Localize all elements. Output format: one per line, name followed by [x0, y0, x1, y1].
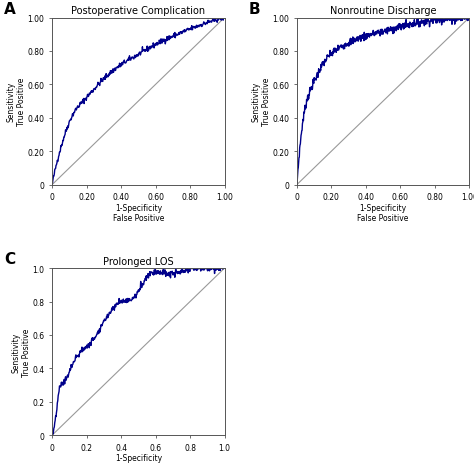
Title: Prolonged LOS: Prolonged LOS [103, 257, 173, 266]
Text: B: B [249, 2, 260, 17]
Text: A: A [4, 2, 16, 17]
Title: Postoperative Complication: Postoperative Complication [71, 6, 205, 16]
X-axis label: 1-Specificity
False Positive: 1-Specificity False Positive [113, 203, 164, 223]
Text: C: C [4, 252, 15, 267]
X-axis label: 1-Specificity
False Positive: 1-Specificity False Positive [357, 203, 409, 223]
Y-axis label: Sensitivity
True Positive: Sensitivity True Positive [7, 78, 26, 126]
X-axis label: 1-Specificity
False Positive: 1-Specificity False Positive [113, 453, 164, 463]
Title: Nonroutine Discharge: Nonroutine Discharge [330, 6, 437, 16]
Y-axis label: Sensitivity
True Positive: Sensitivity True Positive [11, 328, 31, 376]
Y-axis label: Sensitivity
True Positive: Sensitivity True Positive [252, 78, 271, 126]
